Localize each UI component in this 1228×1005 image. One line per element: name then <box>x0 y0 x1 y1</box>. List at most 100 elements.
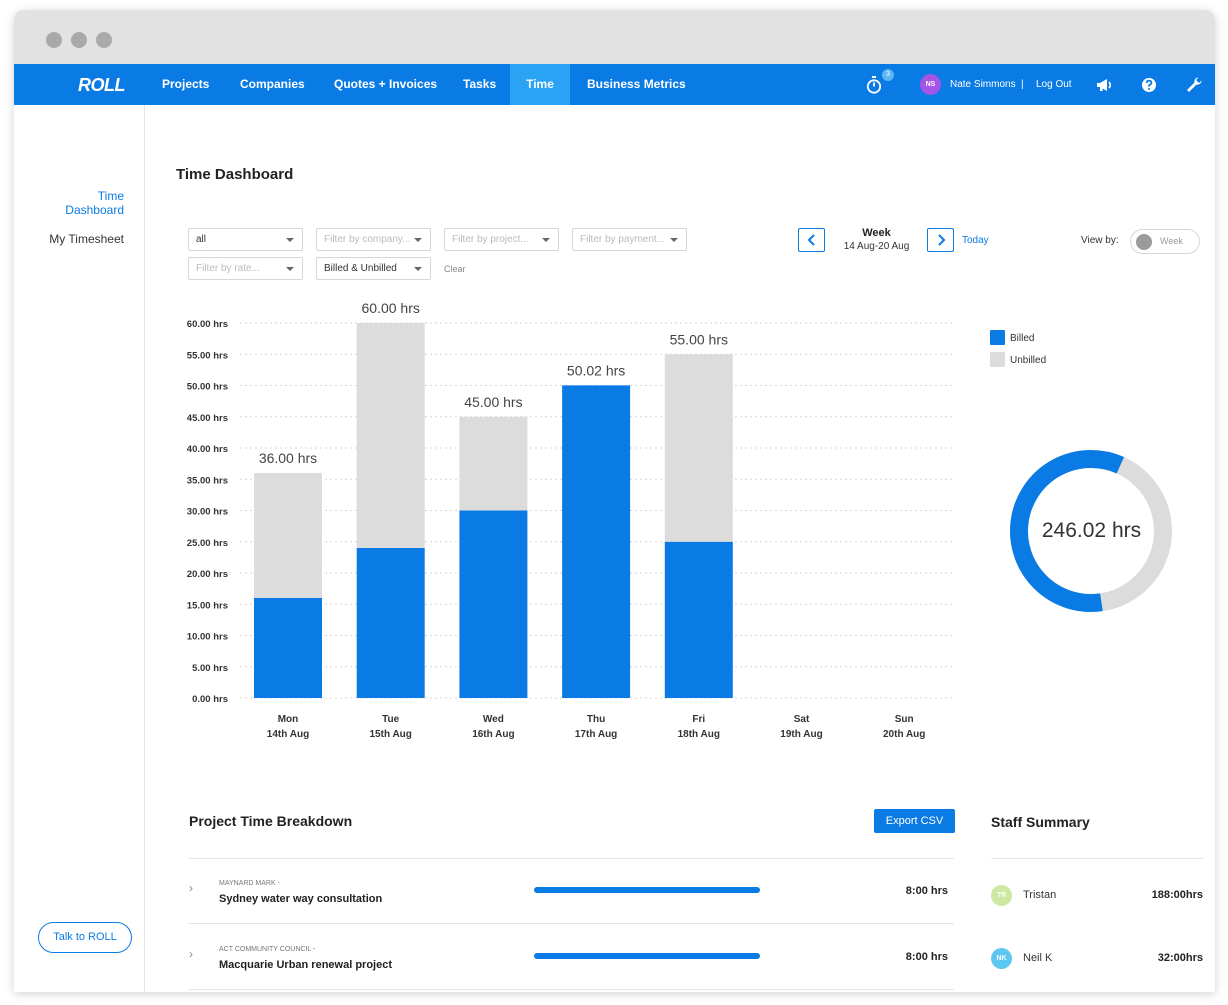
y-tick-label: 40.00 hrs <box>187 444 228 455</box>
divider <box>189 923 954 924</box>
wrench-icon[interactable] <box>1184 75 1204 95</box>
staff-summary-title: Staff Summary <box>991 814 1090 830</box>
timer-badge: 3 <box>882 69 894 81</box>
status-filter-select[interactable]: all <box>188 228 303 251</box>
bar-billed <box>562 385 631 698</box>
company-filter-select[interactable]: Filter by company... <box>316 228 431 251</box>
bar-unbilled <box>459 416 528 511</box>
y-tick-label: 30.00 hrs <box>187 507 228 518</box>
window-minimize-dot[interactable] <box>71 32 87 48</box>
x-tick-day: Thu <box>587 714 605 725</box>
nav-quotes-invoices[interactable]: Quotes + Invoices <box>334 77 438 91</box>
caret-down-icon <box>286 238 294 242</box>
payment-filter-select[interactable]: Filter by payment... <box>572 228 687 251</box>
x-tick-date: 15th Aug <box>369 729 411 740</box>
caret-down-icon <box>542 238 550 242</box>
legend-billed-swatch <box>990 330 1005 345</box>
bar-total-label: 55.00 hrs <box>670 331 728 347</box>
caret-down-icon <box>286 267 294 271</box>
nav-projects[interactable]: Projects <box>162 77 210 91</box>
user-avatar[interactable]: NS <box>920 74 941 95</box>
staff-avatar: TR <box>991 885 1012 906</box>
y-tick-label: 25.00 hrs <box>187 538 228 549</box>
y-tick-label: 35.00 hrs <box>187 475 228 486</box>
next-week-button[interactable] <box>927 228 954 252</box>
export-csv-button[interactable]: Export CSV <box>874 809 955 833</box>
row-project[interactable]: Macquarie Urban renewal project <box>219 959 392 971</box>
caret-down-icon <box>414 238 422 242</box>
payment-filter-placeholder: Filter by payment... <box>580 234 666 245</box>
clear-filters-link[interactable]: Clear <box>444 264 466 274</box>
nav-tasks[interactable]: Tasks <box>463 77 497 91</box>
help-icon[interactable] <box>1139 75 1159 95</box>
nav-companies[interactable]: Companies <box>240 77 305 91</box>
week-range: 14 Aug-20 Aug <box>843 241 910 252</box>
bar-unbilled <box>356 323 425 548</box>
expand-chevron-icon[interactable]: › <box>189 881 193 895</box>
x-tick-date: 19th Aug <box>780 729 822 740</box>
user-name[interactable]: Nate Simmons <box>950 79 1016 90</box>
view-by-label: View by: <box>1081 235 1119 246</box>
window-maximize-dot[interactable] <box>96 32 112 48</box>
y-tick-label: 0.00 hrs <box>192 694 228 705</box>
today-link[interactable]: Today <box>962 235 989 246</box>
window-titlebar <box>14 10 1215 64</box>
top-navbar: ROLL Projects Companies Quotes + Invoice… <box>14 64 1215 105</box>
project-filter-select[interactable]: Filter by project... <box>444 228 559 251</box>
bar-total-label: 45.00 hrs <box>464 394 522 410</box>
divider <box>189 989 954 990</box>
bar-unbilled <box>254 473 322 598</box>
rate-filter-placeholder: Filter by rate... <box>196 263 260 274</box>
row-company: ACT COMMUNITY COUNCIL - <box>219 946 316 953</box>
megaphone-icon[interactable] <box>1094 75 1114 95</box>
project-breakdown-title: Project Time Breakdown <box>189 813 353 829</box>
roll-logo[interactable]: ROLL <box>78 75 126 95</box>
row-project[interactable]: Sydney water way consultation <box>219 893 383 905</box>
expand-chevron-icon[interactable]: › <box>189 947 193 961</box>
y-tick-label: 50.00 hrs <box>187 382 228 393</box>
talk-to-roll-button[interactable]: Talk to ROLL <box>38 922 132 953</box>
nav-business-metrics[interactable]: Business Metrics <box>587 77 686 91</box>
hours-donut-chart <box>1010 450 1172 612</box>
caret-down-icon <box>414 267 422 271</box>
sidebar-item-time-dashboard[interactable]: Time Dashboard <box>65 189 124 217</box>
bar-total-label: 60.00 hrs <box>362 300 420 316</box>
x-tick-day: Sun <box>895 714 914 725</box>
legend-billed-label: Billed <box>1010 333 1035 344</box>
prev-week-button[interactable] <box>798 228 825 252</box>
sidebar-item-my-timesheet[interactable]: My Timesheet <box>49 232 124 246</box>
project-progress-bar <box>534 887 760 893</box>
row-hours: 8:00 hrs <box>905 951 948 963</box>
bar-billed <box>254 598 322 698</box>
staff-name[interactable]: Tristan <box>1023 889 1057 901</box>
staff-hours: 188:00hrs <box>1151 889 1203 901</box>
caret-down-icon <box>670 238 678 242</box>
y-tick-label: 15.00 hrs <box>187 600 228 611</box>
y-tick-label: 20.00 hrs <box>187 569 228 580</box>
billing-filter-select[interactable]: Billed & Unbilled <box>316 257 431 280</box>
x-tick-date: 20th Aug <box>883 729 925 740</box>
legend-unbilled-label: Unbilled <box>1010 355 1047 366</box>
browser-window: ROLL Projects Companies Quotes + Invoice… <box>14 10 1215 992</box>
x-tick-day: Mon <box>278 714 299 725</box>
logout-link[interactable]: Log Out <box>1036 79 1072 90</box>
bar-billed <box>356 548 425 698</box>
view-by-toggle[interactable]: Week <box>1130 229 1200 254</box>
rate-filter-select[interactable]: Filter by rate... <box>188 257 303 280</box>
bar-total-label: 50.02 hrs <box>567 362 625 378</box>
y-tick-label: 55.00 hrs <box>187 350 228 361</box>
window-close-dot[interactable] <box>46 32 62 48</box>
x-tick-date: 17th Aug <box>575 729 617 740</box>
bar-billed <box>664 541 733 698</box>
divider <box>991 858 1203 859</box>
x-tick-date: 18th Aug <box>678 729 720 740</box>
donut-total: 246.02 hrs <box>1041 519 1142 542</box>
stopwatch-icon[interactable] <box>866 76 882 94</box>
chevron-left-icon <box>807 234 815 246</box>
staff-name[interactable]: Neil K <box>1023 952 1053 964</box>
nav-time[interactable]: Time <box>510 64 570 105</box>
x-tick-day: Sat <box>794 714 810 725</box>
status-filter-value: all <box>196 234 207 245</box>
staff-hours: 32:00hrs <box>1157 952 1203 964</box>
toggle-knob <box>1136 234 1152 250</box>
